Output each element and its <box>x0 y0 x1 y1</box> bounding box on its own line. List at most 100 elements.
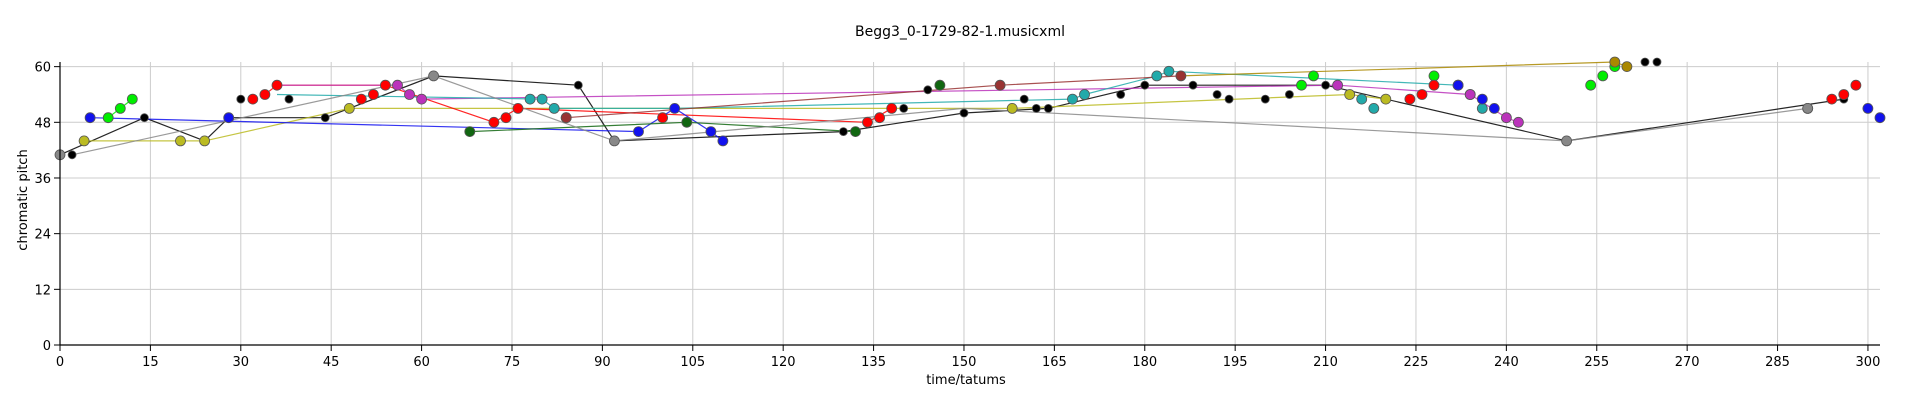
data-point <box>657 112 668 124</box>
data-point <box>175 135 186 147</box>
x-tick-label: 210 <box>1313 355 1338 370</box>
data-point <box>862 116 873 128</box>
data-point <box>1043 104 1053 113</box>
data-point <box>548 103 560 114</box>
y-axis-title: chromatic pitch <box>16 149 31 250</box>
data-point <box>1476 93 1488 105</box>
data-point <box>874 112 885 124</box>
data-point <box>536 93 548 105</box>
data-point <box>392 79 403 91</box>
data-point <box>1188 80 1198 90</box>
data-point <box>78 135 90 147</box>
data-point <box>1151 70 1163 82</box>
y-tick-label: 48 <box>34 116 51 131</box>
x-tick-label: 285 <box>1765 355 1790 370</box>
data-point <box>1501 112 1512 124</box>
data-point <box>899 104 909 113</box>
x-tick-label: 0 <box>56 355 64 370</box>
data-point <box>1163 65 1175 77</box>
x-tick-label: 90 <box>594 355 611 370</box>
y-tick-label: 12 <box>34 283 51 298</box>
data-point <box>1826 93 1838 105</box>
data-point <box>1416 89 1428 100</box>
data-point <box>1428 79 1440 91</box>
data-point <box>959 108 969 118</box>
y-tick-label: 24 <box>34 228 51 243</box>
data-point <box>139 113 149 123</box>
data-point <box>259 89 271 100</box>
data-point <box>199 135 211 147</box>
data-point <box>1476 103 1488 114</box>
data-point <box>1488 103 1500 114</box>
data-point <box>1332 79 1343 91</box>
data-point <box>560 112 572 124</box>
x-tick-label: 180 <box>1132 355 1157 370</box>
series-line-10 <box>1180 61 1628 77</box>
data-point <box>886 103 898 114</box>
data-point <box>934 79 946 91</box>
chart-title: Begg3_0-1729-82-1.musicxml <box>855 24 1065 40</box>
data-point <box>1464 89 1476 100</box>
data-point <box>367 89 379 100</box>
data-point <box>428 70 440 82</box>
x-tick-label: 60 <box>413 355 430 370</box>
grid <box>59 62 1880 346</box>
data-point <box>994 79 1006 91</box>
data-point <box>1344 89 1356 100</box>
x-tick-label: 15 <box>142 355 159 370</box>
data-point <box>1452 79 1464 91</box>
axes: 0 15 30 45 60 75 90 105 120 135 150 165 180 195 210 225… <box>34 61 1880 370</box>
data-point <box>839 127 848 137</box>
data-point <box>1850 79 1862 91</box>
data-point <box>1380 93 1392 105</box>
data-point <box>1356 93 1368 105</box>
x-tick-label: 30 <box>233 355 250 370</box>
y-tick-label: 36 <box>34 172 51 187</box>
data-point <box>404 89 415 100</box>
data-point <box>1019 94 1029 104</box>
data-point <box>126 93 138 105</box>
data-point <box>1874 112 1886 124</box>
data-point <box>236 94 246 104</box>
x-tick-label: 270 <box>1675 355 1700 370</box>
data-point <box>500 112 512 124</box>
y-tick-label: 60 <box>34 61 51 76</box>
data-point <box>1862 103 1874 114</box>
data-point <box>1175 70 1187 82</box>
data-point <box>633 126 644 138</box>
x-tick-label: 165 <box>1042 355 1067 370</box>
x-tick-label: 105 <box>680 355 705 370</box>
data-point <box>1321 80 1330 90</box>
data-point <box>284 94 294 104</box>
data-point <box>705 126 717 138</box>
data-point <box>1404 93 1416 105</box>
data-point <box>573 80 583 90</box>
data-point <box>1067 93 1078 105</box>
x-tick-label: 300 <box>1856 355 1881 370</box>
data-points <box>54 56 1886 161</box>
data-point <box>1368 103 1380 114</box>
x-axis-title: time/tatums <box>926 373 1006 388</box>
data-point <box>512 103 524 114</box>
x-tick-label: 255 <box>1584 355 1609 370</box>
data-point <box>67 150 77 160</box>
data-point <box>1513 116 1524 128</box>
x-tick-label: 75 <box>504 355 521 370</box>
data-point <box>1140 80 1150 90</box>
data-point <box>247 93 259 105</box>
data-point <box>669 103 681 114</box>
data-point <box>84 112 96 124</box>
data-point <box>1212 90 1222 99</box>
data-point <box>464 126 476 138</box>
data-point <box>1621 61 1633 72</box>
data-point <box>355 93 367 105</box>
data-point <box>1285 90 1294 99</box>
x-tick-label: 45 <box>323 355 340 370</box>
data-point <box>1428 70 1440 82</box>
data-point <box>223 112 235 124</box>
data-point <box>1116 90 1126 99</box>
data-point <box>1609 56 1621 68</box>
data-point <box>343 103 355 114</box>
y-tick-label: 0 <box>43 339 51 354</box>
data-point <box>923 85 933 95</box>
